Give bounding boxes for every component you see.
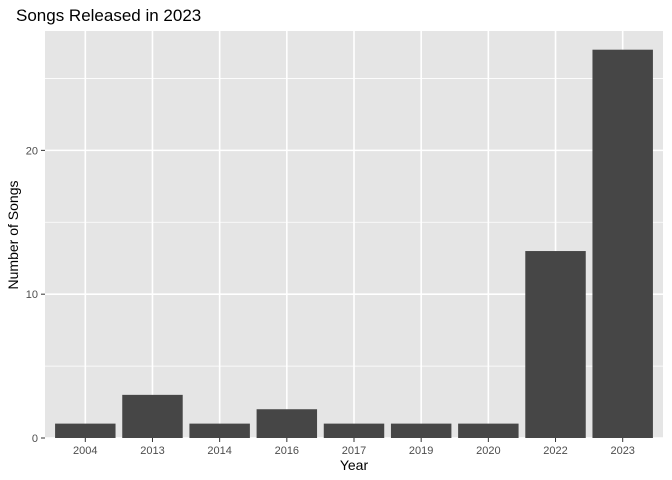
y-axis: 0 10 20 <box>26 145 45 445</box>
chart-title: Songs Released in 2023 <box>16 6 201 25</box>
x-tick-label: 2023 <box>610 445 634 457</box>
x-tick-label: 2020 <box>476 445 500 457</box>
bar-2023 <box>592 49 653 439</box>
y-tick-label: 0 <box>32 433 38 445</box>
x-tick-label: 2022 <box>543 445 567 457</box>
bar-2013 <box>122 394 183 438</box>
bar-2020 <box>458 423 519 438</box>
bar-2014 <box>189 423 250 438</box>
x-tick-label: 2014 <box>207 445 231 457</box>
y-tick-label: 20 <box>26 145 38 157</box>
x-tick-label: 2004 <box>73 445 97 457</box>
x-axis-title: Year <box>340 457 369 473</box>
x-axis: 2004 2013 2014 2016 2017 2019 2020 2022 2023 <box>73 438 635 457</box>
bar-2017 <box>323 423 385 438</box>
bar-2016 <box>256 409 318 438</box>
x-tick-label: 2017 <box>342 445 366 457</box>
x-tick-label: 2019 <box>409 445 433 457</box>
bar-2019 <box>390 423 452 438</box>
bar-2004 <box>55 423 116 438</box>
x-tick-label: 2013 <box>140 445 164 457</box>
bars <box>55 49 653 439</box>
bar-2022 <box>525 251 586 438</box>
x-tick-label: 2016 <box>275 445 299 457</box>
y-tick-label: 10 <box>26 289 38 301</box>
y-axis-title: Number of Songs <box>5 181 21 290</box>
